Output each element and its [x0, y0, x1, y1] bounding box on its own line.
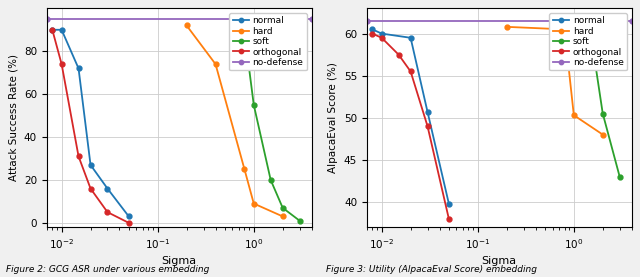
orthogonal [445, 217, 452, 220]
hard [241, 168, 248, 171]
normal [424, 110, 431, 114]
X-axis label: Sigma: Sigma [482, 256, 516, 266]
normal [407, 36, 415, 39]
hard [561, 28, 568, 31]
orthogonal [75, 155, 83, 158]
hard [183, 24, 191, 27]
hard [279, 215, 287, 218]
Line: hard: hard [504, 24, 605, 137]
Legend: normal, hard, soft, orthogonal, no-defense: normal, hard, soft, orthogonal, no-defen… [549, 13, 627, 70]
orthogonal [369, 32, 376, 35]
normal [58, 28, 65, 32]
X-axis label: Sigma: Sigma [162, 256, 196, 266]
hard [570, 114, 578, 117]
orthogonal [424, 124, 431, 128]
hard [250, 202, 258, 205]
soft [587, 32, 595, 35]
soft [296, 219, 303, 222]
Y-axis label: AlpacaEval Score (%): AlpacaEval Score (%) [328, 62, 339, 173]
orthogonal [395, 53, 403, 56]
normal [49, 28, 56, 32]
normal [86, 163, 94, 166]
orthogonal [49, 28, 56, 32]
normal [378, 32, 385, 35]
soft [561, 32, 568, 35]
orthogonal [407, 70, 415, 73]
normal [445, 202, 452, 205]
soft [599, 112, 607, 115]
Line: soft: soft [562, 31, 622, 179]
hard [212, 62, 220, 66]
orthogonal [86, 187, 94, 190]
Line: soft: soft [242, 29, 302, 223]
Line: normal: normal [50, 27, 131, 219]
orthogonal [58, 62, 65, 66]
Line: hard: hard [184, 23, 285, 219]
normal [369, 28, 376, 31]
Line: orthogonal: orthogonal [50, 27, 131, 225]
Text: Figure 3: Utility (AlpacaEval Score) embedding: Figure 3: Utility (AlpacaEval Score) emb… [326, 265, 538, 274]
normal [75, 67, 83, 70]
orthogonal [378, 36, 385, 39]
hard [599, 133, 607, 136]
normal [104, 187, 111, 190]
orthogonal [125, 221, 132, 225]
hard [503, 25, 511, 29]
normal [125, 215, 132, 218]
soft [616, 175, 623, 178]
soft [241, 30, 248, 34]
Text: Figure 2: GCG ASR under various embedding: Figure 2: GCG ASR under various embeddin… [6, 265, 210, 274]
Legend: normal, hard, soft, orthogonal, no-defense: normal, hard, soft, orthogonal, no-defen… [229, 13, 307, 70]
Y-axis label: Attack Success Rate (%): Attack Success Rate (%) [8, 54, 19, 181]
soft [267, 178, 275, 182]
orthogonal [104, 211, 111, 214]
Line: orthogonal: orthogonal [370, 31, 451, 221]
soft [250, 103, 258, 107]
Line: normal: normal [370, 27, 451, 206]
soft [279, 206, 287, 209]
